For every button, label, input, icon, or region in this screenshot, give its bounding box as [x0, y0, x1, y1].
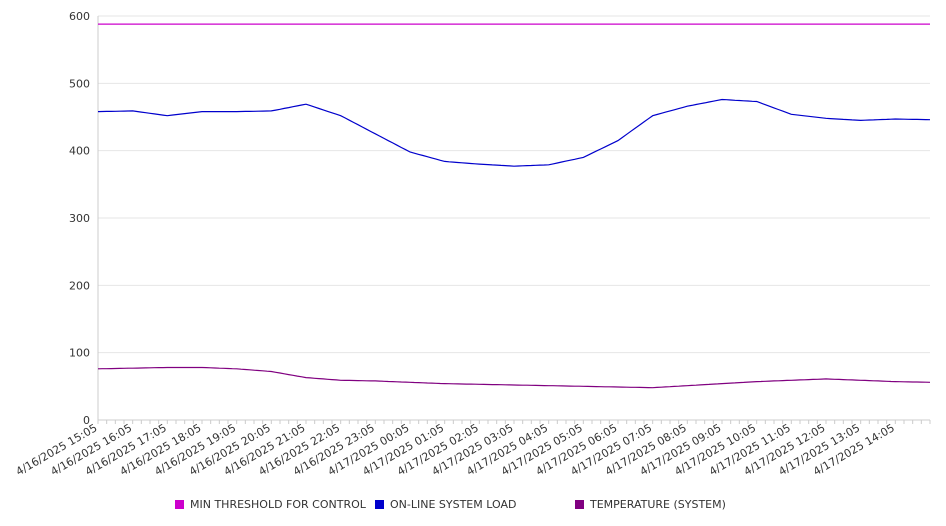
series-lines [97, 23, 931, 389]
y-tick-label: 500 [69, 77, 90, 90]
y-tick-label: 600 [69, 10, 90, 23]
y-tick-label: 0 [83, 414, 90, 427]
y-tick-label: 100 [69, 347, 90, 360]
legend: MIN THRESHOLD FOR CONTROL ON-LINE SYSTEM… [0, 498, 946, 518]
gridlines [98, 15, 930, 354]
y-tick-label: 300 [69, 212, 90, 225]
legend-label-threshold: MIN THRESHOLD FOR CONTROL [190, 498, 366, 511]
legend-swatch-threshold [175, 500, 184, 509]
legend-item-threshold[interactable]: MIN THRESHOLD FOR CONTROL [175, 498, 366, 511]
legend-label-temperature: TEMPERATURE (SYSTEM) [590, 498, 726, 511]
legend-item-temperature[interactable]: TEMPERATURE (SYSTEM) [575, 498, 726, 511]
legend-swatch-temperature [575, 500, 584, 509]
y-tick-label: 200 [69, 279, 90, 292]
x-axis-ticks: 4/16/2025 15:054/16/2025 16:054/16/2025 … [14, 420, 931, 478]
series-line-2 [97, 366, 931, 389]
series-line-1 [97, 98, 931, 167]
y-tick-label: 400 [69, 145, 90, 158]
legend-swatch-system-load [375, 500, 384, 509]
legend-label-system-load: ON-LINE SYSTEM LOAD [390, 498, 517, 511]
y-axis-ticks: 0 100 200 300 400 500 600 [69, 10, 90, 427]
legend-item-system-load[interactable]: ON-LINE SYSTEM LOAD [375, 498, 516, 511]
